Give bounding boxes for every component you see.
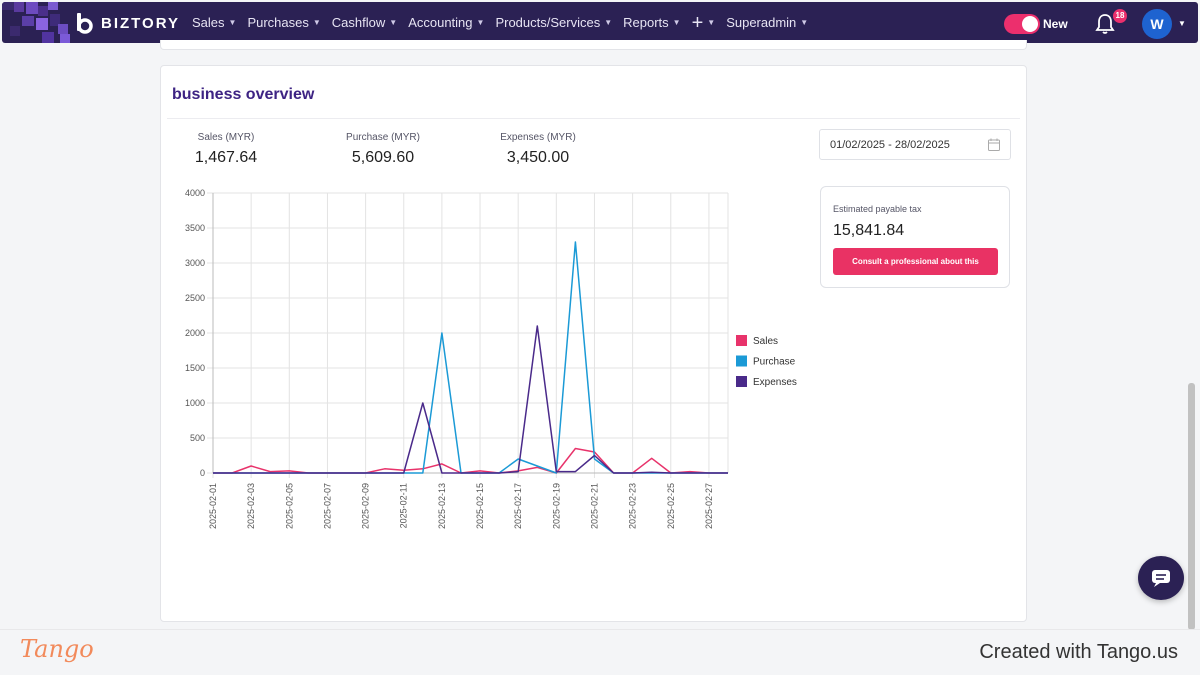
nav-reports-label: Reports [623,15,669,30]
x-tick-label: 2025-02-01 [208,483,218,529]
user-avatar[interactable]: W [1142,9,1172,39]
chevron-down-icon: ▼ [604,18,613,27]
series-line-expenses [213,325,728,474]
biztory-logo[interactable]: BIZTORY [74,12,180,34]
top-navbar: BIZTORY Sales ▼ Purchases ▼ Cashflow ▼ Acco… [2,2,1198,43]
tax-value: 15,841.84 [833,222,905,239]
y-tick-label: 2500 [185,293,205,303]
stat-purchase-label: Purchase (MYR) [346,132,420,143]
logo-pixel-decoration [2,2,92,43]
y-tick-label: 4000 [185,188,205,198]
chevron-down-icon[interactable]: ▼ [1178,19,1186,28]
page-scrollbar[interactable] [1188,383,1195,630]
consult-professional-button[interactable]: Consult a professional about this [833,248,998,275]
stat-sales-label: Sales (MYR) [197,132,255,143]
business-overview-card: business overview Sales (MYR) 1,467.64 P… [160,65,1027,622]
x-tick-label: 2025-02-27 [704,483,714,529]
nav-purchases[interactable]: Purchases ▼ [247,15,320,30]
main-menu: Sales ▼ Purchases ▼ Cashflow ▼ Accounting ▼ … [192,2,808,43]
chevron-down-icon: ▼ [476,18,485,27]
calendar-icon [988,138,1000,151]
nav-cashflow[interactable]: Cashflow ▼ [332,15,397,30]
y-tick-label: 1000 [185,398,205,408]
x-tick-label: 2025-02-17 [513,483,523,529]
tango-footer: Tango Created with Tango.us [0,629,1200,675]
stat-sales: Sales (MYR) 1,467.64 [156,132,296,167]
toggle-knob [1022,16,1038,32]
x-tick-label: 2025-02-05 [284,483,294,529]
tax-label: Estimated payable tax [833,204,922,214]
business-overview-chart: 0 500 1000 1500 2000 2500 3000 3500 4000 2025-02-… [185,188,797,529]
nav-products-services[interactable]: Products/Services ▼ [495,15,612,30]
nav-quick-add[interactable]: + ▼ [692,13,716,33]
x-tick-label: 2025-02-19 [551,483,561,529]
tango-logo: Tango [20,635,94,663]
plus-icon: + [691,11,704,34]
stat-expenses-label: Expenses (MYR) [500,132,576,143]
nav-reports[interactable]: Reports ▼ [623,15,680,30]
x-tick-label: 2025-02-13 [437,483,447,529]
chat-icon [1152,570,1170,587]
y-tick-label: 500 [190,433,205,443]
legend-swatch-expenses [736,376,747,387]
chevron-down-icon: ▼ [389,18,398,27]
nav-superadmin-label: Superadmin [726,15,797,30]
nav-accounting-label: Accounting [408,15,473,30]
x-tick-label: 2025-02-15 [475,483,485,529]
nav-cashflow-label: Cashflow [331,15,386,30]
x-tick-label: 2025-02-11 [399,483,409,528]
biztory-logo-icon [74,12,96,34]
new-ui-toggle[interactable] [1004,14,1040,34]
chat-button[interactable] [1138,556,1184,600]
stat-expenses: Expenses (MYR) 3,450.00 [468,132,608,167]
y-tick-label: 2000 [185,328,205,338]
y-tick-label: 0 [200,468,205,478]
chevron-down-icon: ▼ [312,18,321,27]
bell-icon[interactable] [1095,13,1115,35]
nav-purchases-label: Purchases [247,15,309,30]
nav-sales[interactable]: Sales ▼ [192,15,236,30]
chevron-down-icon: ▼ [800,18,809,27]
legend-label-expenses: Expenses [753,377,797,388]
x-tick-label: 2025-02-25 [666,483,676,529]
chevron-down-icon: ▼ [672,18,681,27]
chevron-down-icon: ▼ [228,18,237,27]
legend-label-sales: Sales [753,336,778,347]
legend-swatch-purchase [736,355,747,367]
stat-sales-value: 1,467.64 [194,149,258,166]
nav-sales-label: Sales [192,15,225,30]
divider [167,118,1020,119]
legend-label-purchase: Purchase [753,357,796,368]
x-tick-label: 2025-02-09 [361,483,371,529]
x-tick-label: 2025-02-21 [589,483,599,529]
x-tick-label: 2025-02-03 [246,483,256,529]
estimated-tax-card: Estimated payable tax 15,841.84 Consult … [820,186,1010,288]
y-tick-label: 3500 [185,223,205,233]
x-tick-label: 2025-02-07 [322,483,332,529]
stat-purchase-value: 5,609.60 [351,149,415,166]
y-tick-label: 1500 [185,363,205,373]
created-with-text: Created with Tango.us [979,641,1178,663]
nav-products-services-label: Products/Services [495,15,601,30]
notification-badge: 18 [1113,9,1127,23]
logo-text: BIZTORY [101,14,181,32]
previous-card-edge [160,40,1027,50]
pixel-pattern-icon [2,2,70,43]
new-toggle-label: New [1043,17,1068,31]
nav-superadmin[interactable]: Superadmin ▼ [726,15,808,30]
card-title: business overview [172,86,315,103]
legend-swatch-sales [736,335,747,346]
chevron-down-icon: ▼ [707,18,716,27]
series-line-sales [213,447,728,474]
y-tick-label: 3000 [185,258,205,268]
date-range-value: 01/02/2025 - 28/02/2025 [830,139,950,151]
stat-purchase: Purchase (MYR) 5,609.60 [313,132,453,167]
x-tick-label: 2025-02-23 [628,483,638,529]
stat-expenses-value: 3,450.00 [506,149,570,166]
date-range-picker[interactable]: 01/02/2025 - 28/02/2025 [819,129,1011,160]
nav-accounting[interactable]: Accounting ▼ [408,15,484,30]
